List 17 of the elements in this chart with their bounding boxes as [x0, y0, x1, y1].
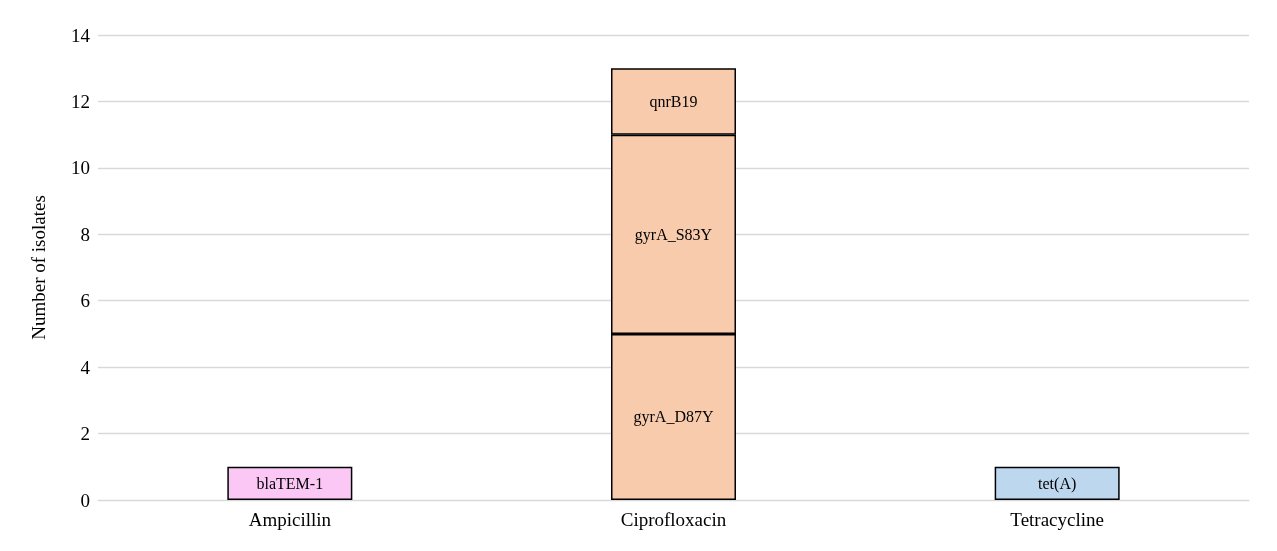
x-tick-label: Tetracycline [1010, 509, 1104, 530]
y-tick-label: 10 [71, 157, 90, 179]
series-label: qnrB19 [649, 92, 698, 111]
y-tick-label: 0 [80, 489, 90, 511]
x-tick-label: Ciprofloxacin [620, 509, 727, 530]
y-tick-label: 6 [80, 290, 90, 312]
y-tick-label: 12 [71, 90, 90, 112]
series-label: tet(A) [1038, 474, 1077, 493]
series-label: blaTEM-1 [256, 474, 324, 492]
series-label: gyrA_D87Y [633, 408, 714, 427]
y-tick-label: 2 [80, 423, 90, 445]
x-tick-label: Ampicillin [248, 509, 332, 530]
y-tick-label: 4 [80, 356, 91, 378]
y-axis-title: Number of isolates [28, 195, 49, 340]
series-label: gyrA_S83Y [634, 225, 713, 244]
y-tick-label: 14 [71, 24, 91, 46]
y-tick-label: 8 [80, 223, 90, 245]
